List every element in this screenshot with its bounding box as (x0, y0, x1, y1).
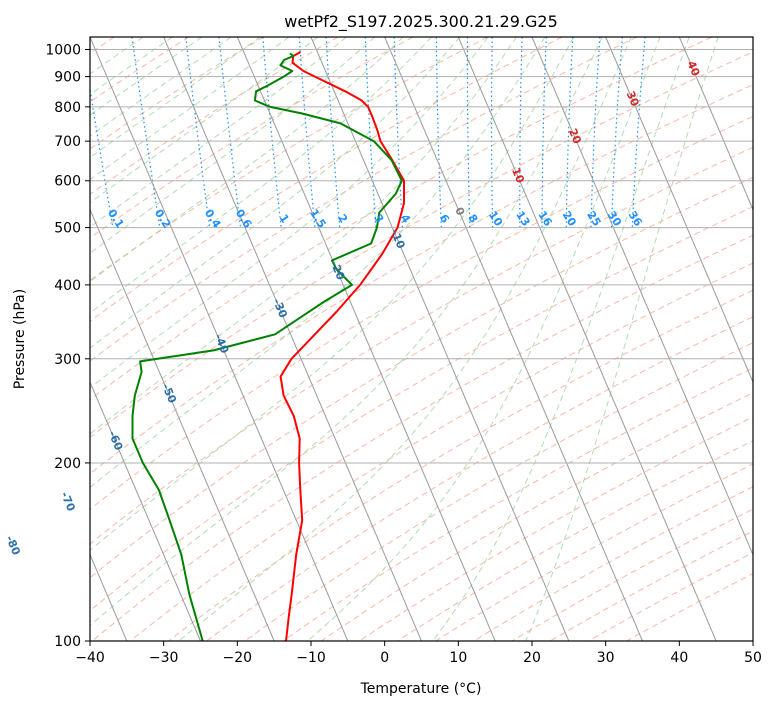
x-tick-label: −30 (149, 650, 179, 666)
y-tick-label: 900 (54, 70, 81, 86)
moist-adiabat (90, 37, 261, 159)
x-tick-label: 40 (670, 650, 688, 666)
isotherm-line (605, 37, 753, 384)
dry-adiabat (90, 37, 414, 239)
isotherm-label: 40 (684, 59, 702, 79)
x-tick-label: 20 (523, 650, 541, 666)
mixing-ratio-line (519, 37, 523, 228)
isotherm-line (310, 37, 570, 641)
moist-adiabat (90, 37, 489, 389)
isotherm-line (90, 380, 201, 641)
dry-adiabat (90, 51, 753, 438)
y-tick-label: 800 (54, 100, 81, 116)
mixing-ratio-line (298, 37, 316, 228)
plot-frame (89, 36, 754, 642)
moist-adiabat (90, 37, 461, 349)
moist-adiabat (90, 37, 432, 314)
axes: −40 −30 −20 −10 0 10 20 30 40 50 100 200 300 400 500 60… (45, 43, 762, 666)
x-tick-label: 10 (449, 650, 467, 666)
y-tick-label: 200 (54, 456, 81, 472)
dry-adiabat (168, 289, 753, 641)
moist-adiabat (178, 37, 632, 641)
mixing-ratio-line (90, 85, 114, 228)
isotherm-line (531, 37, 753, 556)
y-tick-label: 300 (54, 352, 81, 368)
moist-adiabat (90, 37, 404, 283)
isotherm-line (163, 37, 422, 641)
moist-adiabat (90, 37, 603, 627)
isotherm-label: 30 (624, 89, 642, 109)
mixing-ratio-line (541, 37, 547, 228)
y-tick-label: 1000 (45, 43, 81, 59)
y-axis-title: Pressure (hPa) (12, 289, 28, 389)
x-tick-label: −10 (296, 650, 326, 666)
dry-adiabat (90, 37, 638, 362)
x-axis-title: Temperature (°C) (360, 681, 482, 697)
mixing-ratio-line (490, 37, 494, 228)
y-tick-label: 500 (54, 221, 81, 237)
isotherm-line (90, 37, 349, 641)
dry-adiabat (130, 262, 753, 641)
mixing-ratio-line (262, 37, 282, 228)
moist-adiabat (525, 37, 719, 641)
dry-adiabat (90, 37, 339, 195)
sounding-profiles (131, 51, 405, 641)
isotherm-label: 20 (566, 127, 584, 147)
mixing-ratio-line (435, 37, 442, 228)
moist-adiabat (90, 37, 173, 96)
isotherm-line (678, 37, 753, 211)
moist-adiabat (307, 37, 661, 641)
y-tick-label: 400 (54, 278, 81, 294)
moist-adiabat (90, 37, 517, 435)
dry-adiabat (90, 115, 753, 510)
moist-adiabat (90, 37, 290, 181)
mixing-ratio-line (364, 37, 377, 228)
x-tick-label: 0 (380, 650, 389, 666)
temperature-profile (279, 51, 405, 641)
y-tick-label: 600 (54, 174, 81, 190)
isotherm-label: -80 (3, 534, 23, 558)
mixing-ratio-line (218, 37, 242, 228)
isotherm-line (384, 37, 643, 641)
y-tick-label: 100 (54, 634, 81, 650)
mixing-ratio-line (466, 37, 471, 228)
isotherm-line (90, 208, 275, 641)
moist-adiabat (432, 37, 690, 641)
dry-adiabat (90, 206, 753, 612)
x-tick-label: 30 (597, 650, 615, 666)
dry-adiabat (90, 37, 563, 322)
dry-adiabat (206, 316, 753, 641)
dry-adiabat (90, 84, 753, 475)
isotherm-label: -70 (58, 490, 78, 514)
x-tick-label: −40 (75, 650, 105, 666)
mixing-ratio-line (565, 37, 574, 228)
moist-adiabat (90, 37, 319, 204)
dewpoint-profile (131, 52, 403, 641)
chart-title: wetPf2_S197.2025.300.21.29.G25 (284, 12, 558, 32)
dry-adiabat (91, 234, 753, 641)
moist-adiabat (90, 37, 232, 137)
mixing-ratio-line (590, 37, 601, 228)
x-tick-label: −20 (223, 650, 253, 666)
x-tick-label: 50 (744, 650, 762, 666)
isotherm-line (457, 37, 717, 641)
mixing-ratio-line (610, 37, 623, 228)
mixing-ratio-line (631, 37, 646, 228)
moist-adiabat (90, 37, 376, 254)
mixing-ratio-line (325, 37, 341, 228)
background-grid (90, 37, 753, 641)
y-tick-label: 700 (54, 134, 81, 150)
moist-adiabat (90, 37, 203, 116)
isotherm-label: 10 (509, 166, 527, 186)
isotherm-line (236, 37, 496, 641)
dry-adiabat (90, 146, 753, 545)
mixing-ratio-line (185, 37, 211, 228)
isotherm-line (752, 37, 753, 39)
